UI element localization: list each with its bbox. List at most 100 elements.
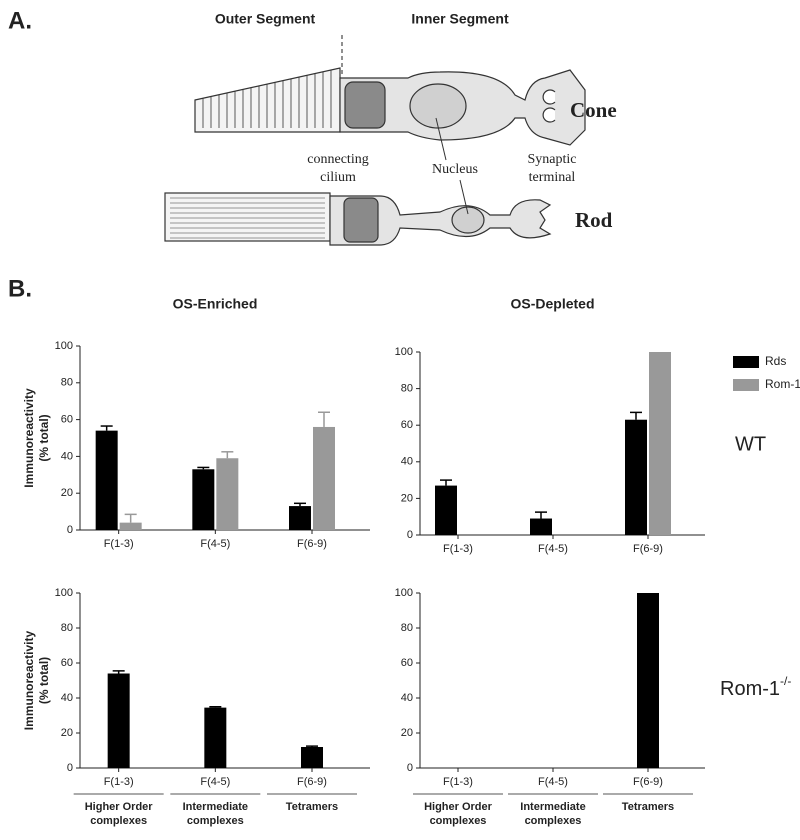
rod-label: Rod [575, 208, 613, 232]
legend-swatch [733, 356, 759, 368]
row-label-main: Rom-1 [720, 678, 780, 700]
synaptic-label: terminal [529, 170, 576, 185]
x-tick-label: F(6-9) [297, 776, 327, 788]
error-bar [100, 425, 113, 431]
y-axis-label: (% total) [37, 657, 51, 704]
rod-outer-segment [164, 192, 331, 242]
rod-nucleus [451, 206, 485, 234]
y-tick-label: 80 [401, 383, 413, 395]
y-tick-label: 0 [67, 762, 73, 774]
y-tick-label: 40 [401, 456, 413, 468]
error-bar [221, 451, 234, 459]
bar [313, 426, 335, 530]
legend-label: Rds [765, 354, 786, 368]
error-bar [197, 466, 210, 470]
y-tick-label: 20 [401, 727, 413, 739]
outer-segment-label: Outer Segment [215, 11, 316, 27]
inner-segment-label: Inner Segment [411, 11, 509, 27]
error-bar [535, 511, 547, 519]
x-tick-label: F(4-5) [538, 776, 568, 788]
bar [204, 707, 227, 768]
y-tick-label: 80 [401, 622, 413, 634]
y-tick-label: 40 [401, 692, 413, 704]
y-tick-label: 0 [407, 529, 413, 541]
group-label: complexes [525, 815, 582, 827]
y-tick-label: 80 [61, 622, 73, 634]
y-tick-label: 100 [395, 587, 413, 599]
group-label: Tetramers [286, 801, 338, 813]
y-axis-label: Immunoreactivity [22, 630, 36, 730]
cilium-label: connecting [307, 152, 368, 167]
y-tick-label: 100 [55, 587, 73, 599]
group-label: complexes [90, 815, 147, 827]
nucleus-label: Nucleus [432, 162, 478, 177]
x-tick-label: F(1-3) [443, 776, 473, 788]
error-bar [318, 411, 330, 427]
bar [301, 747, 323, 768]
y-tick-label: 20 [61, 727, 73, 739]
y-tick-label: 100 [395, 346, 413, 358]
bar [530, 518, 552, 535]
error-bar [124, 513, 137, 523]
y-tick-label: 0 [67, 524, 73, 536]
row-label: WT [735, 433, 766, 455]
error-bar [112, 670, 125, 674]
y-tick-label: 20 [61, 487, 73, 499]
panel-label: B. [8, 275, 32, 302]
cone-nucleus [409, 83, 467, 129]
bar [637, 593, 659, 768]
cone-synapse [542, 89, 556, 123]
y-tick-label: 40 [61, 692, 73, 704]
rod-inner-segment [329, 195, 552, 246]
bar [119, 522, 142, 530]
synaptic-label: Synaptic [528, 152, 577, 167]
panel-label: A. [8, 7, 32, 34]
y-tick-label: 100 [55, 340, 73, 352]
y-tick-label: 60 [61, 657, 73, 669]
y-tick-label: 80 [61, 377, 73, 389]
group-label: complexes [187, 815, 244, 827]
bar [435, 485, 457, 535]
x-tick-label: F(6-9) [633, 543, 663, 555]
error-bar [209, 706, 222, 708]
legend-label: Rom-1 [765, 377, 800, 391]
y-tick-label: 0 [407, 762, 413, 774]
chart-title: OS-Depleted [510, 296, 594, 312]
error-bar [440, 479, 452, 486]
group-label: Higher Order [85, 801, 154, 813]
bar [649, 352, 671, 535]
row-label: Rom-1-/- [720, 674, 791, 700]
x-tick-label: F(4-5) [200, 538, 230, 550]
cone-outer-segment [194, 67, 341, 133]
error-bar [306, 745, 318, 747]
bar [289, 506, 311, 530]
chart-title: OS-Enriched [173, 296, 258, 312]
bar [107, 673, 130, 768]
bar [192, 469, 215, 530]
pointer [459, 179, 469, 215]
y-axis-label: Immunoreactivity [22, 388, 36, 488]
x-tick-label: F(4-5) [200, 776, 230, 788]
group-label: Intermediate [183, 801, 248, 813]
rod-diagram [164, 192, 552, 246]
row-label-sup: -/- [780, 674, 791, 688]
bar [216, 458, 239, 530]
cilium-label: cilium [320, 170, 356, 185]
bar [625, 419, 647, 535]
cone-diagram [194, 67, 586, 146]
legend-swatch [733, 379, 759, 391]
error-bar [294, 502, 306, 507]
x-tick-label: F(4-5) [538, 543, 568, 555]
rod-mitochondria [343, 197, 379, 243]
x-tick-label: F(6-9) [297, 538, 327, 550]
x-tick-label: F(1-3) [443, 543, 473, 555]
bar [95, 430, 118, 530]
x-tick-label: F(1-3) [104, 538, 134, 550]
group-label: Tetramers [622, 801, 674, 813]
group-label: complexes [430, 815, 487, 827]
y-tick-label: 20 [401, 492, 413, 504]
y-tick-label: 40 [61, 450, 73, 462]
pointer [435, 117, 447, 161]
y-axis-label: (% total) [37, 414, 51, 461]
